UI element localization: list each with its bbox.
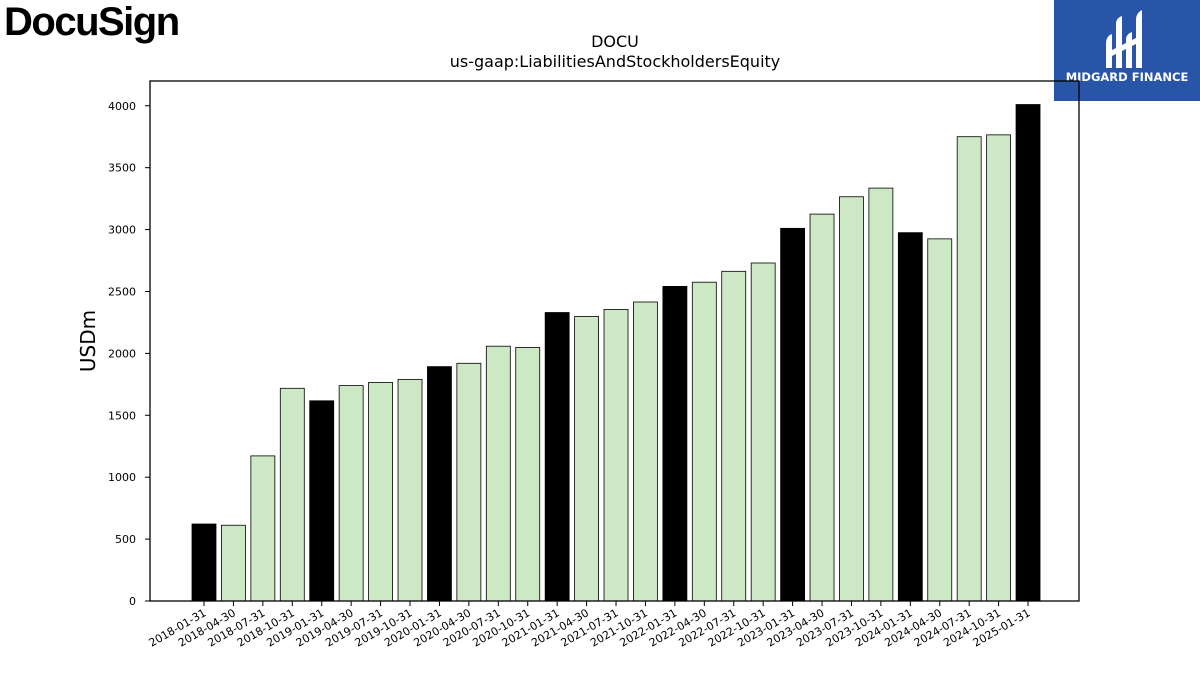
bar-2022-01-31: [662, 285, 688, 602]
bar-2023-10-31: [868, 187, 894, 602]
bar-2023-07-31: [839, 196, 864, 602]
y-tick-label: 2500: [108, 285, 136, 298]
bar-2024-07-31: [956, 136, 982, 602]
bar-2023-01-31: [780, 227, 805, 602]
bar-2019-10-31: [397, 378, 423, 602]
bar-2023-04-30: [809, 213, 835, 602]
y-tick-label: 3500: [108, 162, 136, 175]
docusign-logo: DocuSign: [4, 0, 180, 44]
bar-2021-10-31: [633, 301, 658, 602]
bar-2018-01-31: [191, 523, 217, 602]
bar-2021-01-31: [544, 312, 570, 602]
bar-2020-04-30: [456, 362, 482, 602]
chart-subtitle: us-gaap:LiabilitiesAndStockholdersEquity: [449, 52, 781, 71]
bar-2022-10-31: [750, 262, 776, 602]
bar-2025-01-31: [1015, 104, 1041, 602]
bar-2020-10-31: [515, 347, 541, 602]
bar-2018-07-31: [250, 455, 276, 602]
y-axis-label: USDm: [76, 310, 100, 372]
bar-2021-07-31: [603, 309, 629, 602]
plot-frame: [149, 80, 1080, 602]
midgard-brand-text: MIDGARD FINANCE: [1065, 70, 1189, 84]
bar-2024-01-31: [897, 232, 923, 602]
y-tick-label: 4000: [108, 100, 136, 113]
y-tick-label: 1500: [108, 409, 136, 422]
bar-2022-07-31: [721, 270, 747, 602]
bar-2018-04-30: [221, 524, 246, 602]
y-tick-label: 500: [115, 533, 136, 546]
bar-2018-10-31: [279, 387, 305, 602]
bar-2019-01-31: [309, 400, 335, 602]
bar-2020-07-31: [485, 345, 511, 602]
bar-2020-01-31: [427, 366, 452, 602]
bar-2019-04-30: [338, 385, 364, 602]
y-tick-label: 2000: [108, 347, 136, 360]
midgard-finance-logo: MIDGARD FINANCE: [1054, 0, 1200, 101]
bar-2024-10-31: [986, 134, 1012, 602]
y-tick-label: 3000: [108, 224, 136, 237]
y-tick-label: 1000: [108, 471, 136, 484]
y-tick-label: 0: [129, 595, 136, 608]
chart-title: DOCU: [591, 32, 639, 51]
bar-2022-04-30: [691, 281, 717, 602]
bar-2024-04-30: [927, 238, 953, 602]
midgard-mark-icon: [1106, 10, 1142, 68]
bar-2021-04-30: [574, 316, 599, 602]
bar-2019-07-31: [368, 382, 393, 602]
